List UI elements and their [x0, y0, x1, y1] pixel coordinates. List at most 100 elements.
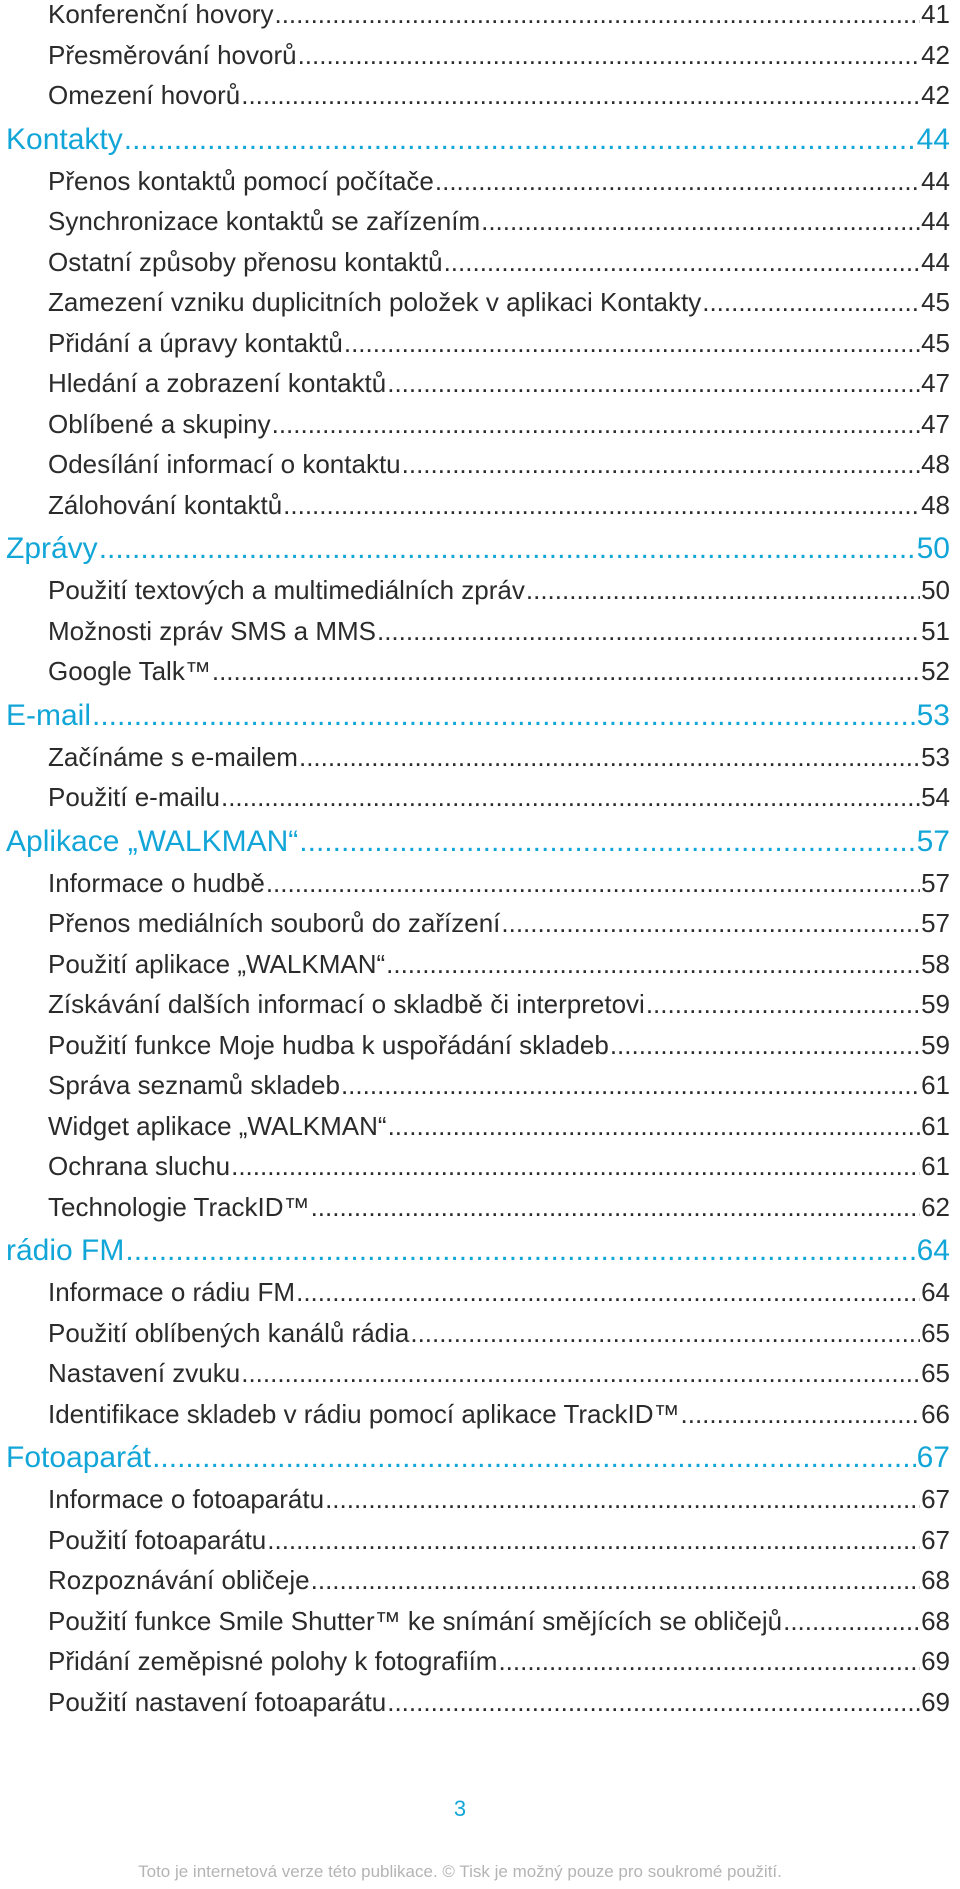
- toc-entry[interactable]: Synchronizace kontaktů se zařízením 44: [0, 201, 960, 241]
- toc-entry-title: Použití fotoaparátu: [48, 1524, 267, 1555]
- toc-entry[interactable]: Informace o hudbě 57: [0, 863, 960, 903]
- dot-leader: [610, 1025, 920, 1065]
- toc-section-entry[interactable]: Fotoaparát 67: [0, 1436, 960, 1480]
- toc-entry-title: Fotoaparát: [6, 1441, 152, 1474]
- toc-section-entry[interactable]: Kontakty 44: [0, 118, 960, 162]
- dot-leader: [92, 694, 916, 738]
- toc-entry[interactable]: Přenos kontaktů pomocí počítače 44: [0, 161, 960, 201]
- toc-entry[interactable]: Rozpoznávání obličeje 68: [0, 1560, 960, 1600]
- toc-entry-title: Technologie TrackID™: [48, 1191, 310, 1222]
- toc-section-entry[interactable]: Aplikace „WALKMAN“ 57: [0, 820, 960, 864]
- toc-entry-page: 53: [916, 698, 950, 732]
- toc-entry-title: Použití aplikace „WALKMAN“: [48, 948, 386, 979]
- dot-leader: [311, 1560, 920, 1600]
- toc-entry-title: Ostatní způsoby přenosu kontaktů: [48, 246, 443, 277]
- toc-entry-title: Identifikace skladeb v rádiu pomocí apli…: [48, 1398, 680, 1429]
- toc-entry-page: 44: [921, 165, 950, 196]
- toc-entry-title: Použití textových a multimediálních zprá…: [48, 575, 525, 605]
- toc-entry[interactable]: Informace o rádiu FM 64: [0, 1272, 960, 1312]
- toc-entry-page: 41: [921, 0, 950, 29]
- dot-leader: [435, 161, 920, 201]
- toc-entry[interactable]: Konferenční hovory 41: [0, 0, 960, 34]
- toc-entry[interactable]: Použití fotoaparátu 67: [0, 1520, 960, 1560]
- toc-entry-title: E-mail: [6, 698, 92, 732]
- toc-entry-title: Synchronizace kontaktů se zařízením: [48, 206, 481, 236]
- toc-entry[interactable]: Google Talk™ 52: [0, 651, 960, 691]
- toc-entry[interactable]: Zamezení vzniku duplicitních položek v a…: [0, 282, 960, 322]
- toc-entry-page: 45: [921, 327, 950, 358]
- toc-entry-title: Použití e-mailu: [48, 782, 220, 812]
- toc-entry[interactable]: Nastavení zvuku 65: [0, 1353, 960, 1393]
- toc-entry-page: 57: [916, 824, 950, 858]
- page-number: 3: [453, 1796, 467, 1821]
- toc-entry-title: rádio FM: [6, 1234, 125, 1267]
- toc-entry[interactable]: Začínáme s e-mailem 53: [0, 737, 960, 777]
- toc-entry-title: Použití oblíbených kanálů rádia: [48, 1317, 410, 1348]
- toc-entry-title: Nastavení zvuku: [48, 1358, 241, 1388]
- dot-leader: [377, 611, 920, 651]
- toc-entry[interactable]: Použití funkce Moje hudba k uspořádání s…: [0, 1025, 960, 1065]
- toc-entry[interactable]: Odesílání informací o kontaktu 48: [0, 444, 960, 484]
- dot-leader: [267, 1520, 920, 1560]
- toc-entry[interactable]: Použití funkce Smile Shutter™ ke snímání…: [0, 1601, 960, 1641]
- toc-entry-page: 45: [921, 287, 950, 317]
- toc-entry[interactable]: Přesměrování hovorů 42: [0, 35, 960, 75]
- toc-entry[interactable]: Hledání a zobrazení kontaktů 47: [0, 363, 960, 403]
- toc-entry-page: 64: [916, 1234, 950, 1267]
- dot-leader: [325, 1479, 920, 1519]
- dot-leader: [99, 527, 916, 571]
- toc-entry[interactable]: Použití nastavení fotoaparátu 69: [0, 1682, 960, 1722]
- toc-entry-title: Kontakty: [6, 122, 123, 156]
- toc-entry-title: Informace o rádiu FM: [48, 1277, 296, 1307]
- toc-entry[interactable]: Použití e-mailu 54: [0, 777, 960, 817]
- toc-entry[interactable]: Použití oblíbených kanálů rádia 65: [0, 1313, 960, 1353]
- toc-entry-page: 65: [921, 1358, 950, 1388]
- toc-entry-page: 58: [921, 948, 950, 979]
- dot-leader: [344, 323, 920, 363]
- toc-entry-title: Odesílání informací o kontaktu: [48, 449, 401, 479]
- toc-entry[interactable]: Správa seznamů skladeb 61: [0, 1065, 960, 1105]
- toc-entry[interactable]: Widget aplikace „WALKMAN“ 61: [0, 1106, 960, 1146]
- toc-entry[interactable]: Technologie TrackID™ 62: [0, 1187, 960, 1227]
- toc-entry-page: 44: [921, 246, 950, 277]
- dot-leader: [311, 1187, 921, 1227]
- toc-entry-page: 57: [921, 908, 950, 938]
- toc-entry-page: 66: [921, 1398, 950, 1429]
- toc-entry[interactable]: Přidání a úpravy kontaktů 45: [0, 323, 960, 363]
- toc-entry[interactable]: Identifikace skladeb v rádiu pomocí apli…: [0, 1394, 960, 1434]
- toc-section-entry[interactable]: rádio FM 64: [0, 1229, 960, 1273]
- toc-entry-title: Přidání zeměpisné polohy k fotografiím: [48, 1646, 498, 1676]
- toc-entry[interactable]: Zálohování kontaktů 48: [0, 485, 960, 525]
- toc-entry[interactable]: Možnosti zpráv SMS a MMS 51: [0, 611, 960, 651]
- toc-section-entry[interactable]: Zprávy 50: [0, 527, 960, 571]
- toc-entry[interactable]: Získávání dalších informací o skladbě či…: [0, 984, 960, 1024]
- dot-leader: [241, 1353, 920, 1393]
- toc-entry[interactable]: Oblíbené a skupiny 47: [0, 404, 960, 444]
- toc-entry-title: Konferenční hovory: [48, 0, 274, 29]
- toc-entry-title: Začínáme s e-mailem: [48, 741, 298, 772]
- toc-entry-page: 61: [921, 1151, 950, 1181]
- toc-entry[interactable]: Přenos mediálních souborů do zařízení 57: [0, 903, 960, 943]
- toc-entry-page: 68: [921, 1605, 950, 1636]
- dot-leader: [702, 282, 920, 322]
- toc-entry-title: Přenos kontaktů pomocí počítače: [48, 165, 434, 196]
- dot-leader: [402, 444, 920, 484]
- toc-entry[interactable]: Přidání zeměpisné polohy k fotografiím 69: [0, 1641, 960, 1681]
- toc-entry-title: Zamezení vzniku duplicitních položek v a…: [48, 287, 702, 317]
- toc-entry-page: 61: [921, 1110, 950, 1141]
- dot-leader: [274, 0, 920, 34]
- toc-section-entry[interactable]: E-mail 53: [0, 694, 960, 738]
- toc-entry-title: Ochrana sluchu: [48, 1151, 231, 1181]
- toc-entry-page: 50: [921, 575, 950, 605]
- toc-entry[interactable]: Použití aplikace „WALKMAN“ 58: [0, 944, 960, 984]
- toc-entry[interactable]: Ochrana sluchu 61: [0, 1146, 960, 1186]
- dot-leader: [241, 75, 920, 115]
- toc-entry[interactable]: Použití textových a multimediálních zprá…: [0, 570, 960, 610]
- toc-entry[interactable]: Informace o fotoaparátu 67: [0, 1479, 960, 1519]
- toc-entry-page: 65: [921, 1317, 950, 1348]
- toc-entry-page: 68: [921, 1565, 950, 1595]
- dot-leader: [124, 118, 916, 162]
- toc-entry-title: Hledání a zobrazení kontaktů: [48, 368, 387, 398]
- toc-entry[interactable]: Omezení hovorů 42: [0, 75, 960, 115]
- toc-entry[interactable]: Ostatní způsoby přenosu kontaktů 44: [0, 242, 960, 282]
